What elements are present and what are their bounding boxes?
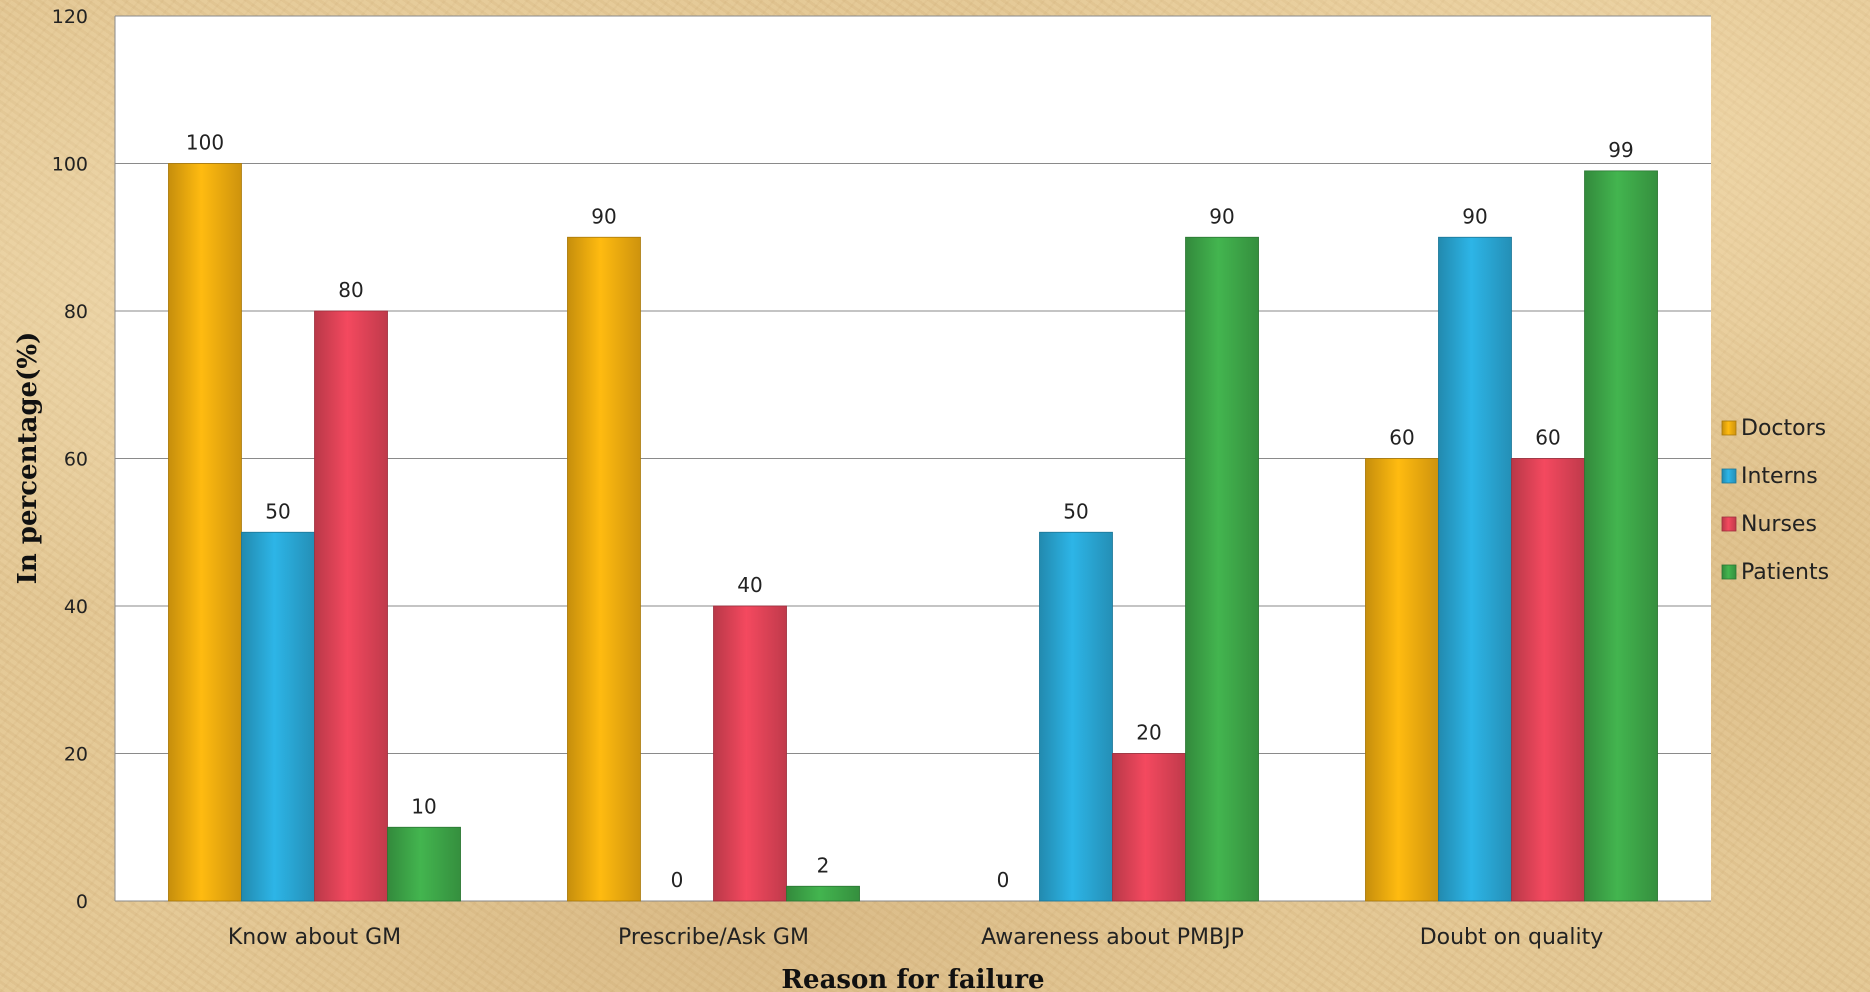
y-tick-label: 60 — [64, 449, 88, 471]
legend-label: Patients — [1741, 560, 1829, 585]
bar-interns — [241, 531, 315, 902]
data-label: 0 — [671, 868, 684, 892]
data-label-group: 100 50 80 10 90 0 40 2 50 20 90 60 90 60 99 0 — [186, 131, 1634, 893]
legend-swatch-patients — [1721, 564, 1737, 580]
bar-nurses — [314, 310, 388, 902]
data-label: 0 — [997, 868, 1010, 892]
y-tick-label: 0 — [76, 891, 88, 913]
legend: Doctors Interns Nurses Patients — [1721, 416, 1829, 585]
legend-label: Doctors — [1741, 416, 1826, 441]
legend-swatch-doctors — [1721, 420, 1737, 436]
y-axis-title: In percentage(%) — [13, 332, 43, 585]
bar-patients — [786, 885, 860, 902]
data-label: 40 — [737, 573, 762, 597]
bar-patients — [1185, 236, 1259, 902]
x-category-labels: Know about GM Prescribe/Ask GM Awareness a… — [228, 925, 1603, 950]
data-label: 60 — [1535, 426, 1560, 450]
bar-nurses — [1511, 458, 1585, 902]
bar-doctors — [168, 163, 242, 902]
data-label: 99 — [1608, 138, 1633, 162]
data-label: 20 — [1136, 721, 1161, 745]
data-label: 90 — [1209, 204, 1234, 228]
x-category-label: Prescribe/Ask GM — [618, 925, 809, 950]
data-label: 2 — [817, 853, 830, 877]
data-label: 100 — [186, 131, 224, 155]
x-category-label: Awareness about PMBJP — [981, 925, 1244, 950]
bar-patients — [387, 826, 461, 902]
legend-label: Interns — [1741, 464, 1818, 489]
y-tick-label: 100 — [52, 154, 88, 176]
legend-swatch-nurses — [1721, 516, 1737, 532]
data-label: 90 — [591, 204, 616, 228]
data-label: 80 — [338, 278, 363, 302]
data-label: 90 — [1462, 204, 1487, 228]
data-label: 60 — [1389, 426, 1414, 450]
data-label: 50 — [265, 499, 290, 523]
y-tick-label: 40 — [64, 596, 88, 618]
bar-patients — [1584, 170, 1658, 902]
bar-interns — [1039, 531, 1113, 902]
legend-label: Nurses — [1741, 512, 1817, 537]
y-tick-label: 20 — [64, 744, 88, 766]
bar-doctors — [1365, 458, 1439, 902]
legend-swatch-interns — [1721, 468, 1737, 484]
bar-nurses — [1112, 753, 1186, 902]
bar-group — [168, 163, 1658, 902]
bar-doctors — [567, 236, 641, 902]
x-category-label: Know about GM — [228, 925, 401, 950]
x-axis-title: Reason for failure — [781, 965, 1044, 992]
data-label: 50 — [1063, 499, 1088, 523]
data-label: 10 — [411, 794, 436, 818]
y-tick-label: 120 — [52, 6, 88, 28]
bar-nurses — [713, 605, 787, 902]
x-category-label: Doubt on quality — [1420, 925, 1604, 950]
bar-interns — [1438, 236, 1512, 902]
y-tick-labels: 0 20 40 60 80 100 120 — [52, 6, 88, 913]
y-tick-label: 80 — [64, 301, 88, 323]
